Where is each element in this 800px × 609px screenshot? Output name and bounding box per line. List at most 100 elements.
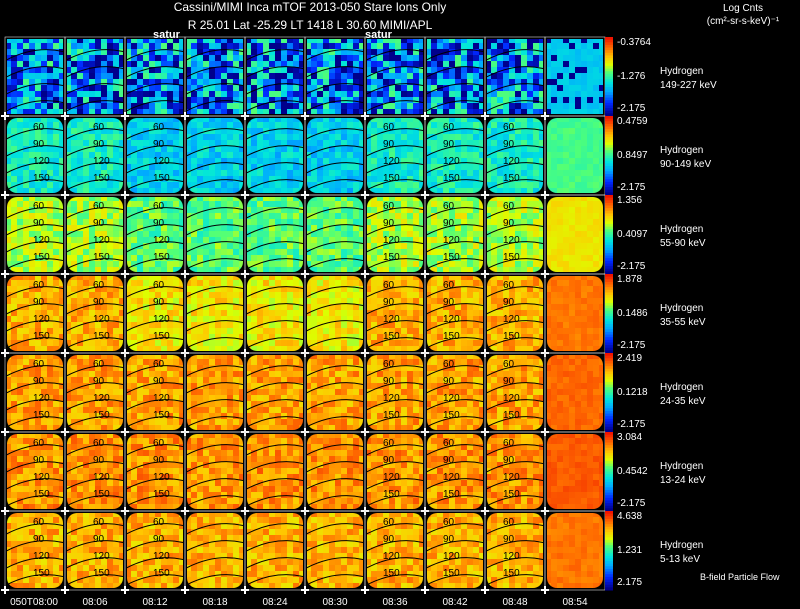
contour-label: 150 (383, 252, 400, 263)
heatmap-cell (121, 115, 186, 199)
contour-label: 150 (383, 410, 400, 421)
heatmap-cell (181, 194, 246, 278)
colorbar-6 (605, 432, 613, 512)
contour-label: 150 (443, 410, 460, 421)
contour-label: 120 (153, 156, 170, 167)
species-label: Hydrogen (660, 145, 704, 156)
heatmap-cell (541, 36, 606, 120)
contour-label: 60 (443, 438, 455, 449)
colorbar-value-label: 2.419 (617, 353, 643, 364)
contour-label: 150 (153, 252, 170, 263)
heatmap-cell (421, 510, 486, 594)
heatmap-cell (61, 431, 126, 515)
contour-label: 150 (153, 173, 170, 184)
contour-label: 120 (153, 472, 170, 483)
heatmap-row-6 (1, 431, 606, 515)
energy-range-label: 35-55 keV (660, 317, 706, 328)
contour-label: 150 (503, 331, 520, 342)
contour-label: 90 (383, 139, 395, 150)
time-tick-label: 08:48 (502, 597, 528, 608)
contour-label: 60 (153, 517, 165, 528)
heatmap-cell (241, 115, 306, 199)
colorbar-units-title: Log Cnts (cm²-sr-s-keV)⁻¹ (690, 2, 796, 28)
contour-label: 120 (33, 156, 50, 167)
contour-label: 120 (93, 393, 110, 404)
contour-label: 60 (443, 359, 455, 370)
contour-label: 150 (443, 489, 460, 500)
contour-label: 90 (443, 455, 455, 466)
time-tick-label: 08:24 (262, 597, 288, 608)
contour-label: 90 (153, 534, 165, 545)
colorbar-value-label: 0.4097 (617, 228, 648, 240)
contour-label: 150 (503, 252, 520, 263)
colorbar-value-label: -1.276 (617, 70, 646, 82)
heatmap-cell (241, 36, 306, 120)
contour-label: 150 (503, 410, 520, 421)
contour-label: 150 (93, 489, 110, 500)
colorbar-2 (605, 116, 613, 196)
contour-label: 120 (503, 156, 520, 167)
contour-label: 150 (93, 331, 110, 342)
species-label: Hydrogen (660, 540, 704, 551)
species-label: Hydrogen (660, 66, 704, 77)
contour-label: 90 (153, 218, 165, 229)
contour-label: 90 (443, 139, 455, 150)
contour-label: 60 (443, 280, 455, 291)
energy-channel-label: Hydrogen 5-13 keV (660, 539, 703, 567)
contour-label: 120 (153, 235, 170, 246)
contour-label: 60 (33, 517, 45, 528)
contour-label: 150 (93, 173, 110, 184)
heatmap-cell (541, 115, 606, 199)
energy-channel-label: Hydrogen 35-55 keV (660, 302, 706, 330)
contour-label: 90 (383, 376, 395, 387)
heatmap-cell (541, 352, 606, 436)
contour-label: 120 (443, 156, 460, 167)
contour-label: 150 (33, 252, 50, 263)
colorbar-1 (605, 37, 613, 117)
heatmap-cell (241, 510, 306, 594)
contour-label: 60 (153, 280, 165, 291)
contour-label: 120 (93, 156, 110, 167)
energy-channel-label: Hydrogen 55-90 keV (660, 223, 706, 251)
contour-label: 90 (443, 218, 455, 229)
heatmap-cell (421, 431, 486, 515)
heatmap-cell (361, 431, 426, 515)
contour-label: 60 (153, 359, 165, 370)
contour-label: 90 (33, 139, 45, 150)
heatmap-cell (61, 273, 126, 357)
contour-label: 150 (383, 568, 400, 579)
contour-label: 150 (503, 489, 520, 500)
contour-label: 150 (93, 410, 110, 421)
colorbar-value-label: -2.175 (617, 498, 646, 509)
heatmap-cell (1, 273, 66, 357)
contour-label: 120 (443, 235, 460, 246)
species-label: Hydrogen (660, 461, 704, 472)
heatmap-cell (481, 194, 546, 278)
heatmap-cell (481, 115, 546, 199)
contour-label: 90 (503, 218, 515, 229)
heatmap-cell (1, 510, 66, 594)
contour-label: 60 (33, 280, 45, 291)
species-label: Hydrogen (660, 303, 704, 314)
contour-label: 60 (443, 122, 455, 133)
contour-label: 60 (383, 438, 395, 449)
colorbar-value-label: -2.175 (617, 340, 646, 351)
heatmap-cell (361, 115, 426, 199)
time-tick-label: 08:54 (562, 597, 588, 608)
heatmap-cell (1, 115, 66, 199)
heatmap-cell (301, 431, 366, 515)
heatmap-cell (121, 431, 186, 515)
contour-label: 150 (443, 173, 460, 184)
contour-label: 60 (33, 201, 45, 212)
contour-label: 120 (383, 551, 400, 562)
heatmap-cell (301, 352, 366, 436)
colorbar-value-label: 1.356 (617, 195, 643, 206)
contour-label: 120 (503, 314, 520, 325)
contour-label: 150 (443, 252, 460, 263)
heatmap-cell (121, 194, 186, 278)
heatmap-cell (121, 36, 186, 120)
energy-channel-label: Hydrogen 90-149 keV (660, 144, 711, 172)
contour-label: 150 (443, 331, 460, 342)
heatmap-cell (481, 36, 546, 120)
contour-label: 90 (33, 376, 45, 387)
